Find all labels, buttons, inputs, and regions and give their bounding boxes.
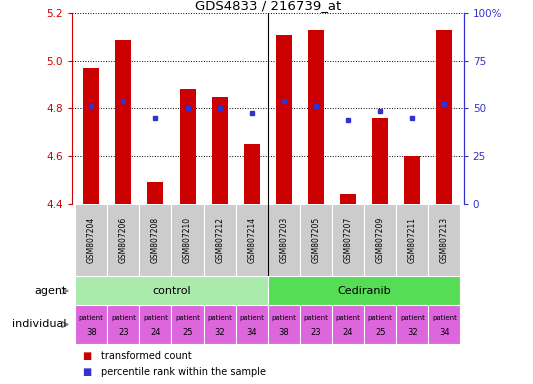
FancyBboxPatch shape [268, 305, 300, 344]
FancyBboxPatch shape [332, 305, 364, 344]
Text: patient: patient [432, 314, 457, 321]
Text: patient: patient [111, 314, 136, 321]
FancyBboxPatch shape [172, 305, 204, 344]
Text: 23: 23 [118, 328, 128, 338]
Text: GSM807208: GSM807208 [151, 217, 160, 263]
FancyBboxPatch shape [107, 204, 140, 276]
Text: GSM807206: GSM807206 [119, 217, 128, 263]
Bar [244, 144, 260, 204]
Text: GSM807210: GSM807210 [183, 217, 192, 263]
FancyBboxPatch shape [75, 276, 268, 305]
Bar [83, 68, 99, 204]
Text: GSM807203: GSM807203 [279, 217, 288, 263]
Bar [276, 35, 292, 204]
FancyBboxPatch shape [204, 204, 236, 276]
Text: patient: patient [336, 314, 360, 321]
Bar [308, 30, 324, 204]
Text: GSM807205: GSM807205 [311, 217, 320, 263]
Text: patient: patient [239, 314, 264, 321]
FancyBboxPatch shape [140, 305, 172, 344]
Bar [180, 89, 196, 204]
FancyBboxPatch shape [364, 305, 396, 344]
FancyBboxPatch shape [75, 305, 107, 344]
Text: 34: 34 [439, 328, 450, 338]
Text: 23: 23 [311, 328, 321, 338]
Text: patient: patient [175, 314, 200, 321]
Text: patient: patient [79, 314, 103, 321]
Text: GSM807209: GSM807209 [376, 217, 385, 263]
Text: 34: 34 [246, 328, 257, 338]
Bar [340, 194, 356, 204]
Bar [212, 97, 228, 204]
Text: 25: 25 [182, 328, 193, 338]
Text: GSM807214: GSM807214 [247, 217, 256, 263]
Bar [148, 182, 164, 204]
Text: transformed count: transformed count [101, 351, 192, 361]
Text: ■: ■ [83, 351, 92, 361]
FancyBboxPatch shape [396, 204, 429, 276]
Text: GSM807207: GSM807207 [344, 217, 353, 263]
Text: 32: 32 [214, 328, 225, 338]
Text: GSM807213: GSM807213 [440, 217, 449, 263]
Title: GDS4833 / 216739_at: GDS4833 / 216739_at [195, 0, 341, 12]
Bar [115, 40, 131, 204]
FancyBboxPatch shape [204, 305, 236, 344]
Text: 32: 32 [407, 328, 418, 338]
Text: GSM807204: GSM807204 [87, 217, 96, 263]
Text: agent: agent [34, 286, 67, 296]
Text: GSM807212: GSM807212 [215, 217, 224, 263]
FancyBboxPatch shape [140, 204, 172, 276]
FancyBboxPatch shape [332, 204, 364, 276]
Text: patient: patient [304, 314, 328, 321]
FancyBboxPatch shape [429, 204, 461, 276]
FancyBboxPatch shape [268, 276, 461, 305]
Bar [372, 118, 388, 204]
Text: patient: patient [368, 314, 393, 321]
Text: 24: 24 [150, 328, 160, 338]
Text: patient: patient [400, 314, 425, 321]
Text: control: control [152, 286, 191, 296]
Text: percentile rank within the sample: percentile rank within the sample [101, 367, 266, 377]
Text: individual: individual [12, 319, 67, 329]
FancyBboxPatch shape [236, 305, 268, 344]
FancyBboxPatch shape [107, 305, 140, 344]
FancyBboxPatch shape [364, 204, 396, 276]
FancyBboxPatch shape [172, 204, 204, 276]
FancyBboxPatch shape [300, 204, 332, 276]
FancyBboxPatch shape [396, 305, 429, 344]
Text: Cediranib: Cediranib [337, 286, 391, 296]
Text: 38: 38 [279, 328, 289, 338]
FancyBboxPatch shape [236, 204, 268, 276]
Bar [405, 156, 421, 204]
Text: 38: 38 [86, 328, 96, 338]
Text: patient: patient [143, 314, 168, 321]
FancyBboxPatch shape [429, 305, 461, 344]
Text: patient: patient [271, 314, 296, 321]
Text: ■: ■ [83, 367, 92, 377]
FancyBboxPatch shape [300, 305, 332, 344]
Bar [437, 30, 453, 204]
FancyBboxPatch shape [268, 204, 300, 276]
Text: 25: 25 [375, 328, 385, 338]
FancyBboxPatch shape [75, 204, 107, 276]
Text: 24: 24 [343, 328, 353, 338]
Text: patient: patient [207, 314, 232, 321]
Text: GSM807211: GSM807211 [408, 217, 417, 263]
